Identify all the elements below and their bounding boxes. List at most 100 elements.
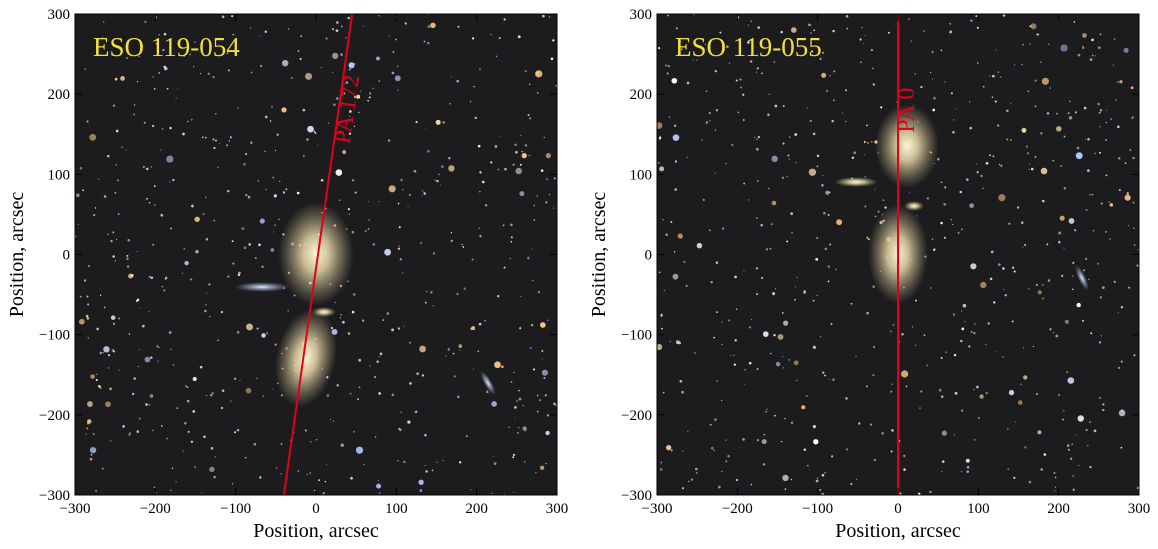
star bbox=[688, 480, 690, 483]
star bbox=[535, 472, 537, 474]
star bbox=[310, 441, 312, 443]
star bbox=[683, 260, 686, 264]
star bbox=[674, 160, 678, 163]
star bbox=[231, 483, 234, 485]
star bbox=[750, 483, 753, 486]
star bbox=[110, 440, 112, 442]
star bbox=[1021, 127, 1027, 133]
star bbox=[1036, 392, 1039, 395]
star bbox=[1058, 240, 1061, 244]
star bbox=[500, 135, 502, 137]
star bbox=[1096, 262, 1099, 265]
star bbox=[816, 154, 820, 158]
star bbox=[471, 326, 476, 331]
star bbox=[323, 492, 325, 494]
star bbox=[166, 437, 168, 440]
star bbox=[192, 410, 196, 413]
star bbox=[545, 462, 547, 465]
star bbox=[510, 240, 513, 243]
star bbox=[353, 95, 357, 99]
star bbox=[662, 391, 665, 394]
star bbox=[845, 120, 847, 123]
star bbox=[846, 448, 849, 451]
galaxy bbox=[1075, 265, 1089, 291]
star bbox=[969, 126, 973, 130]
star bbox=[874, 215, 877, 218]
star bbox=[136, 80, 139, 83]
star bbox=[98, 384, 101, 388]
star bbox=[158, 72, 161, 74]
star bbox=[1023, 347, 1025, 349]
star bbox=[280, 473, 282, 475]
star bbox=[205, 237, 209, 241]
star bbox=[207, 72, 210, 75]
star bbox=[696, 59, 698, 61]
star bbox=[114, 260, 117, 262]
star bbox=[966, 465, 970, 469]
star bbox=[995, 49, 997, 51]
star bbox=[204, 309, 207, 313]
galaxy bbox=[312, 307, 336, 317]
star bbox=[102, 21, 105, 23]
y-tick-label: −300 bbox=[39, 488, 70, 504]
star bbox=[538, 399, 541, 402]
star bbox=[1030, 23, 1037, 30]
star bbox=[176, 88, 179, 90]
star bbox=[1091, 54, 1094, 57]
star bbox=[930, 287, 932, 289]
star bbox=[510, 381, 513, 384]
star bbox=[182, 450, 184, 452]
star bbox=[743, 182, 746, 185]
star bbox=[709, 229, 711, 232]
star bbox=[682, 450, 684, 452]
star bbox=[150, 166, 152, 168]
star bbox=[153, 88, 156, 90]
y-tick-label: −200 bbox=[39, 408, 70, 424]
star bbox=[786, 175, 788, 178]
star bbox=[221, 389, 225, 393]
star bbox=[514, 417, 516, 419]
star bbox=[737, 111, 740, 114]
star bbox=[469, 100, 472, 103]
star bbox=[1118, 157, 1121, 160]
star bbox=[863, 43, 865, 45]
star bbox=[209, 466, 215, 473]
star bbox=[1130, 86, 1134, 90]
star bbox=[850, 482, 853, 486]
y-tick-label: −100 bbox=[39, 328, 70, 344]
star bbox=[96, 327, 100, 331]
star bbox=[931, 238, 934, 241]
star bbox=[342, 320, 345, 324]
star bbox=[518, 397, 522, 401]
star bbox=[114, 77, 118, 81]
star bbox=[425, 290, 428, 293]
star bbox=[210, 394, 213, 397]
star bbox=[1106, 109, 1108, 111]
star bbox=[424, 301, 427, 304]
star bbox=[714, 129, 717, 131]
star bbox=[815, 479, 819, 483]
star bbox=[320, 178, 324, 182]
star bbox=[343, 92, 346, 95]
star bbox=[379, 492, 381, 494]
star bbox=[340, 25, 343, 28]
star bbox=[162, 49, 165, 52]
star bbox=[367, 201, 369, 203]
star bbox=[77, 223, 80, 226]
star bbox=[961, 327, 965, 331]
star bbox=[160, 149, 162, 151]
star bbox=[212, 138, 215, 141]
star bbox=[494, 361, 501, 369]
star bbox=[865, 124, 868, 127]
star bbox=[1003, 288, 1005, 290]
star bbox=[687, 430, 689, 432]
star bbox=[348, 132, 352, 135]
star bbox=[781, 312, 784, 314]
star bbox=[395, 38, 397, 41]
star bbox=[795, 379, 798, 382]
star bbox=[138, 55, 140, 58]
star bbox=[127, 238, 130, 242]
star bbox=[1081, 319, 1084, 322]
star bbox=[989, 277, 993, 281]
star bbox=[998, 163, 1001, 166]
